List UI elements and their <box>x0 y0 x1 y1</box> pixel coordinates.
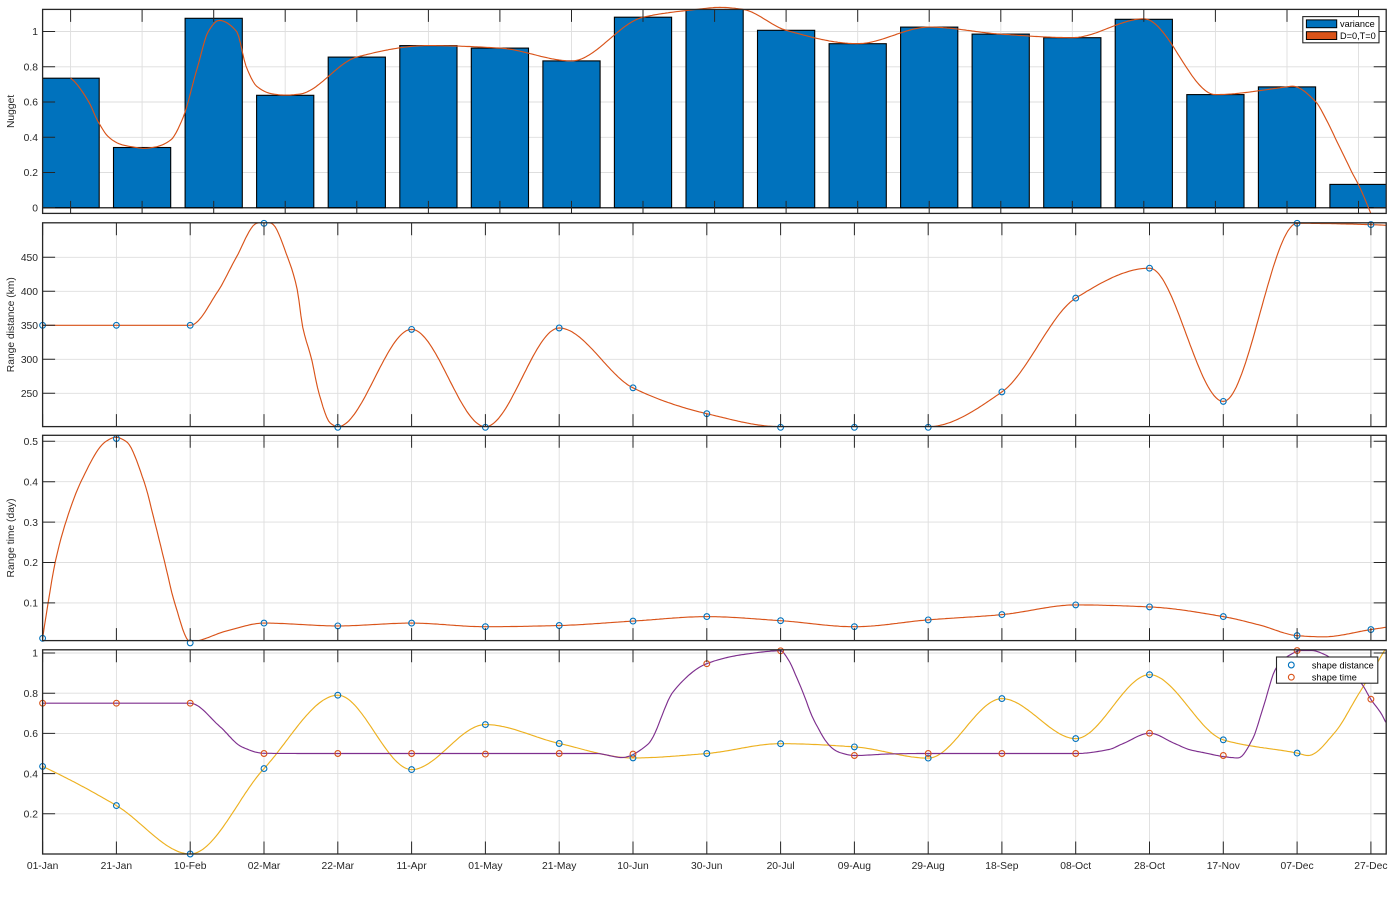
svg-text:0.8: 0.8 <box>24 63 39 74</box>
svg-text:450: 450 <box>21 253 38 264</box>
svg-text:0.4: 0.4 <box>24 477 39 488</box>
svg-text:01-Jan: 01-Jan <box>27 861 59 872</box>
svg-text:10-Feb: 10-Feb <box>174 861 207 872</box>
svg-text:07-Dec: 07-Dec <box>1280 861 1313 872</box>
svg-text:0: 0 <box>32 204 38 215</box>
svg-text:300: 300 <box>21 355 38 366</box>
svg-text:27-Dec: 27-Dec <box>1354 861 1387 872</box>
svg-text:0.8: 0.8 <box>24 689 39 700</box>
svg-text:02-Mar: 02-Mar <box>248 861 281 872</box>
svg-text:0.3: 0.3 <box>24 518 39 529</box>
svg-text:21-May: 21-May <box>542 861 577 872</box>
svg-text:350: 350 <box>21 321 38 332</box>
svg-text:0.2: 0.2 <box>24 558 39 569</box>
svg-text:08-Oct: 08-Oct <box>1060 861 1091 872</box>
svg-text:30-Jun: 30-Jun <box>691 861 723 872</box>
svg-text:variance: variance <box>1340 19 1375 29</box>
svg-text:Range distance (km): Range distance (km) <box>6 277 17 372</box>
svg-text:20-Jul: 20-Jul <box>767 861 795 872</box>
svg-text:0.5: 0.5 <box>24 437 39 448</box>
svg-text:400: 400 <box>21 287 38 298</box>
svg-text:1: 1 <box>32 649 38 660</box>
svg-text:28-Oct: 28-Oct <box>1134 861 1165 872</box>
svg-text:1: 1 <box>32 27 38 38</box>
svg-text:250: 250 <box>21 389 38 400</box>
svg-text:0.2: 0.2 <box>24 810 39 821</box>
svg-text:0.4: 0.4 <box>24 133 39 144</box>
svg-text:09-Aug: 09-Aug <box>838 861 871 872</box>
svg-text:01-May: 01-May <box>468 861 503 872</box>
svg-text:D=0,T=0: D=0,T=0 <box>1340 31 1376 41</box>
svg-text:0.6: 0.6 <box>24 98 39 109</box>
svg-text:10-Jun: 10-Jun <box>617 861 649 872</box>
svg-text:shape time: shape time <box>1312 673 1357 683</box>
svg-text:shape distance: shape distance <box>1312 660 1374 670</box>
svg-text:0.6: 0.6 <box>24 729 39 740</box>
svg-text:21-Jan: 21-Jan <box>101 861 133 872</box>
svg-text:0.1: 0.1 <box>24 599 39 610</box>
svg-text:22-Mar: 22-Mar <box>321 861 354 872</box>
svg-text:18-Sep: 18-Sep <box>985 861 1018 872</box>
svg-text:11-Apr: 11-Apr <box>397 861 428 872</box>
svg-text:0.4: 0.4 <box>24 769 39 780</box>
svg-text:Range time (day): Range time (day) <box>6 499 17 578</box>
svg-text:Nugget: Nugget <box>6 95 17 128</box>
svg-text:0.2: 0.2 <box>24 168 39 179</box>
svg-text:29-Aug: 29-Aug <box>912 861 945 872</box>
svg-text:17-Nov: 17-Nov <box>1207 861 1241 872</box>
